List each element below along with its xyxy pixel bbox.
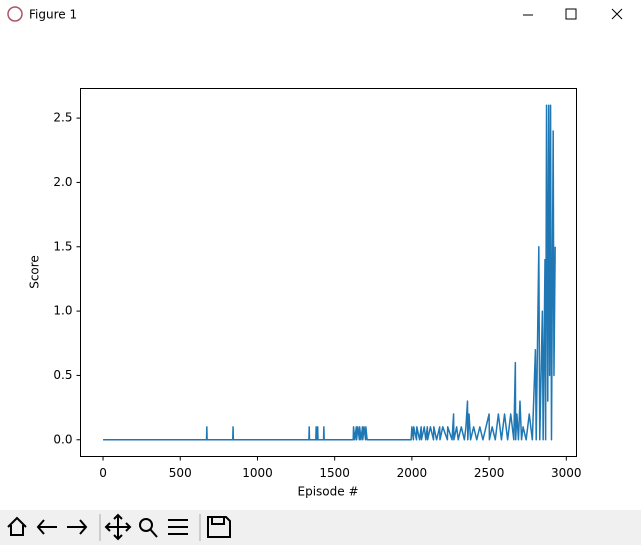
save-button[interactable] [207, 516, 231, 538]
app-icon [7, 6, 23, 22]
y-tick-label: 1.5 [53, 239, 72, 253]
home-button[interactable] [7, 516, 27, 536]
score-line [103, 104, 556, 441]
x-axis-label: Episode # [298, 485, 359, 499]
plot: 0 500 1000 1500 2000 2500 3000 0.0 0.5 1.0 1.5 2.0 2… [53, 104, 582, 480]
pan-button[interactable] [104, 513, 132, 541]
zoom-handle [149, 528, 158, 538]
zoom-button[interactable] [139, 518, 153, 532]
x-tick-label: 500 [169, 466, 192, 480]
toolbar [0, 510, 641, 545]
plot-frame [80, 88, 577, 457]
y-tick-label: 2.0 [53, 175, 72, 189]
title-bar [0, 0, 641, 30]
maximize-button[interactable] [565, 8, 577, 20]
x-tick-label: 2500 [474, 466, 505, 480]
close-button[interactable] [611, 8, 623, 20]
y-tick-label: 2.5 [53, 111, 72, 125]
x-tick-label: 1500 [319, 466, 350, 480]
y-tick-label: 0.5 [53, 368, 72, 382]
forward-button[interactable] [67, 519, 88, 535]
x-tick-label: 0 [99, 466, 107, 480]
y-axis-label: Score [28, 255, 42, 289]
configure-button[interactable] [168, 519, 188, 535]
x-tick-label: 3000 [551, 466, 582, 480]
back-button[interactable] [36, 519, 57, 535]
window-title: Figure 1 [29, 8, 77, 22]
y-tick-label: 1.0 [53, 304, 72, 318]
y-tick-label: 0.0 [53, 432, 72, 446]
x-tick-label: 1000 [242, 466, 273, 480]
x-tick-label: 2000 [397, 466, 428, 480]
